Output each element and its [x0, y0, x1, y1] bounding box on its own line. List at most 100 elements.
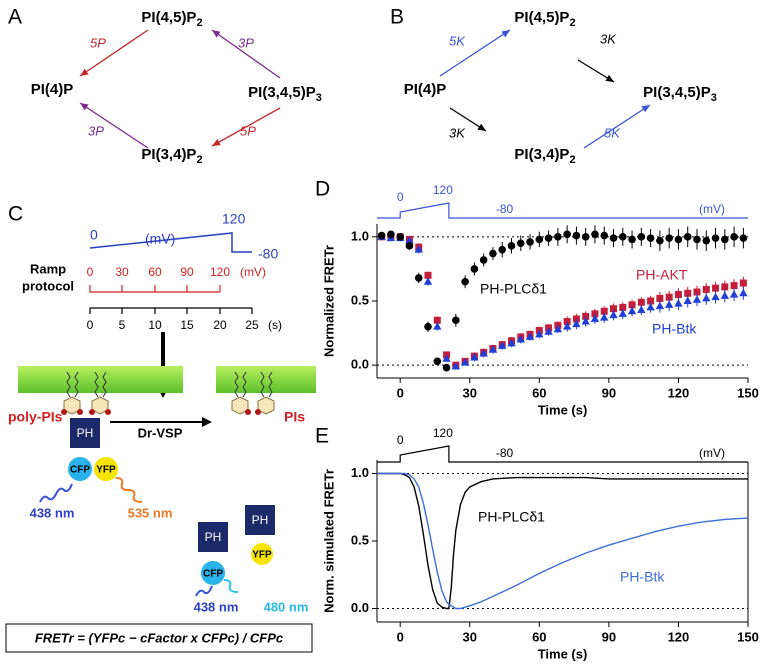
yfp-label: YFP	[252, 550, 272, 561]
node-label: PI(4)P	[404, 81, 447, 98]
point	[387, 230, 395, 239]
edge-head	[212, 139, 221, 146]
point	[516, 239, 525, 248]
point	[618, 233, 627, 241]
cfp	[68, 457, 92, 481]
mv-unit: (mV)	[240, 265, 266, 279]
x-tick-label: 60	[532, 385, 546, 400]
wavelength: 535 nm	[128, 505, 173, 520]
node-subscript: 3	[711, 92, 717, 104]
point	[553, 324, 563, 333]
point	[739, 288, 748, 297]
edge	[79, 29, 149, 77]
time-label: 5	[119, 318, 126, 332]
y-tick-label: 0.5	[351, 532, 369, 547]
mv-label: 120	[210, 265, 230, 279]
point	[507, 242, 516, 250]
edge-head	[477, 123, 486, 131]
edge-head	[80, 103, 89, 111]
protocol-label: 120	[222, 211, 246, 227]
edge-head	[605, 74, 614, 82]
time-label: 20	[213, 318, 227, 332]
protocol-label: 0	[90, 227, 98, 243]
point	[637, 305, 646, 313]
protocol-label: 120	[433, 426, 453, 440]
panel-label: C	[8, 203, 23, 226]
ph-label: PH	[77, 426, 94, 440]
node-label: PI(3,4,5)P3	[248, 84, 322, 104]
emission	[223, 579, 239, 593]
edge-label: 5P	[90, 35, 106, 50]
point	[628, 301, 636, 309]
point	[563, 230, 571, 239]
emission	[115, 477, 143, 503]
point	[600, 313, 609, 321]
lipid-label: poly-PIs	[8, 409, 63, 425]
edge-head	[501, 30, 510, 38]
point	[637, 298, 645, 306]
yfp	[94, 457, 118, 481]
lipid-label: PIs	[284, 409, 305, 425]
node-subscript: 3	[316, 92, 322, 104]
point	[730, 282, 738, 290]
excitation	[195, 585, 213, 597]
point	[433, 357, 442, 366]
y-tick-label: 0.0	[351, 357, 369, 372]
point	[610, 305, 618, 313]
ph-label: PH	[252, 513, 269, 527]
series-label: PH-Btk	[620, 569, 665, 585]
point	[479, 349, 488, 357]
protocol-label: (mV)	[699, 446, 725, 460]
point	[405, 242, 414, 250]
node-label: PI(3,4,5)P3	[643, 84, 717, 104]
mv-label: 30	[115, 265, 129, 279]
point	[721, 283, 729, 291]
x-tick-label: 150	[737, 629, 759, 644]
point	[525, 332, 535, 340]
node-text: PI(4)P	[404, 81, 447, 98]
series-label: PH-PLCδ1	[478, 509, 545, 525]
point	[693, 288, 701, 296]
edge-label: 3P	[238, 35, 254, 50]
point	[711, 234, 720, 242]
point	[479, 256, 488, 264]
point	[647, 297, 655, 305]
point	[637, 233, 646, 241]
series-label: PH-PLCδ1	[480, 281, 547, 297]
y-tick-label: 1.0	[351, 228, 369, 243]
point	[535, 235, 544, 244]
y-axis-label: Norm. simulated FRETr	[321, 469, 336, 613]
point	[711, 292, 720, 301]
series-label: PH-AKT	[636, 267, 688, 283]
point	[452, 316, 460, 325]
line	[377, 472, 749, 610]
membrane	[216, 366, 316, 393]
x-tick-label: 90	[602, 385, 616, 400]
protocol-label: 120	[433, 183, 453, 197]
point	[424, 271, 432, 279]
node-text: PI(4,5)P	[514, 9, 569, 26]
enzyme-label: Dr-VSP	[138, 425, 183, 440]
edge	[583, 104, 651, 149]
edge-label: 5P	[240, 123, 256, 138]
point	[581, 233, 590, 241]
node-text: PI(3,4)P	[141, 146, 196, 163]
edge	[79, 102, 149, 149]
ph-label: PH	[205, 530, 222, 544]
panel-label: E	[315, 425, 329, 448]
x-tick-label: 30	[463, 385, 477, 400]
point	[600, 231, 609, 240]
cfp	[201, 561, 225, 585]
edge	[211, 29, 281, 79]
wavelength: 480 nm	[264, 599, 309, 614]
point	[646, 234, 655, 242]
edge-label: 3K	[449, 125, 466, 140]
edge	[211, 107, 281, 147]
point	[554, 233, 562, 241]
point	[433, 316, 441, 324]
protocol-label: -80	[496, 446, 514, 460]
point	[591, 230, 599, 239]
mv-label: 60	[148, 265, 162, 279]
point	[683, 233, 692, 241]
